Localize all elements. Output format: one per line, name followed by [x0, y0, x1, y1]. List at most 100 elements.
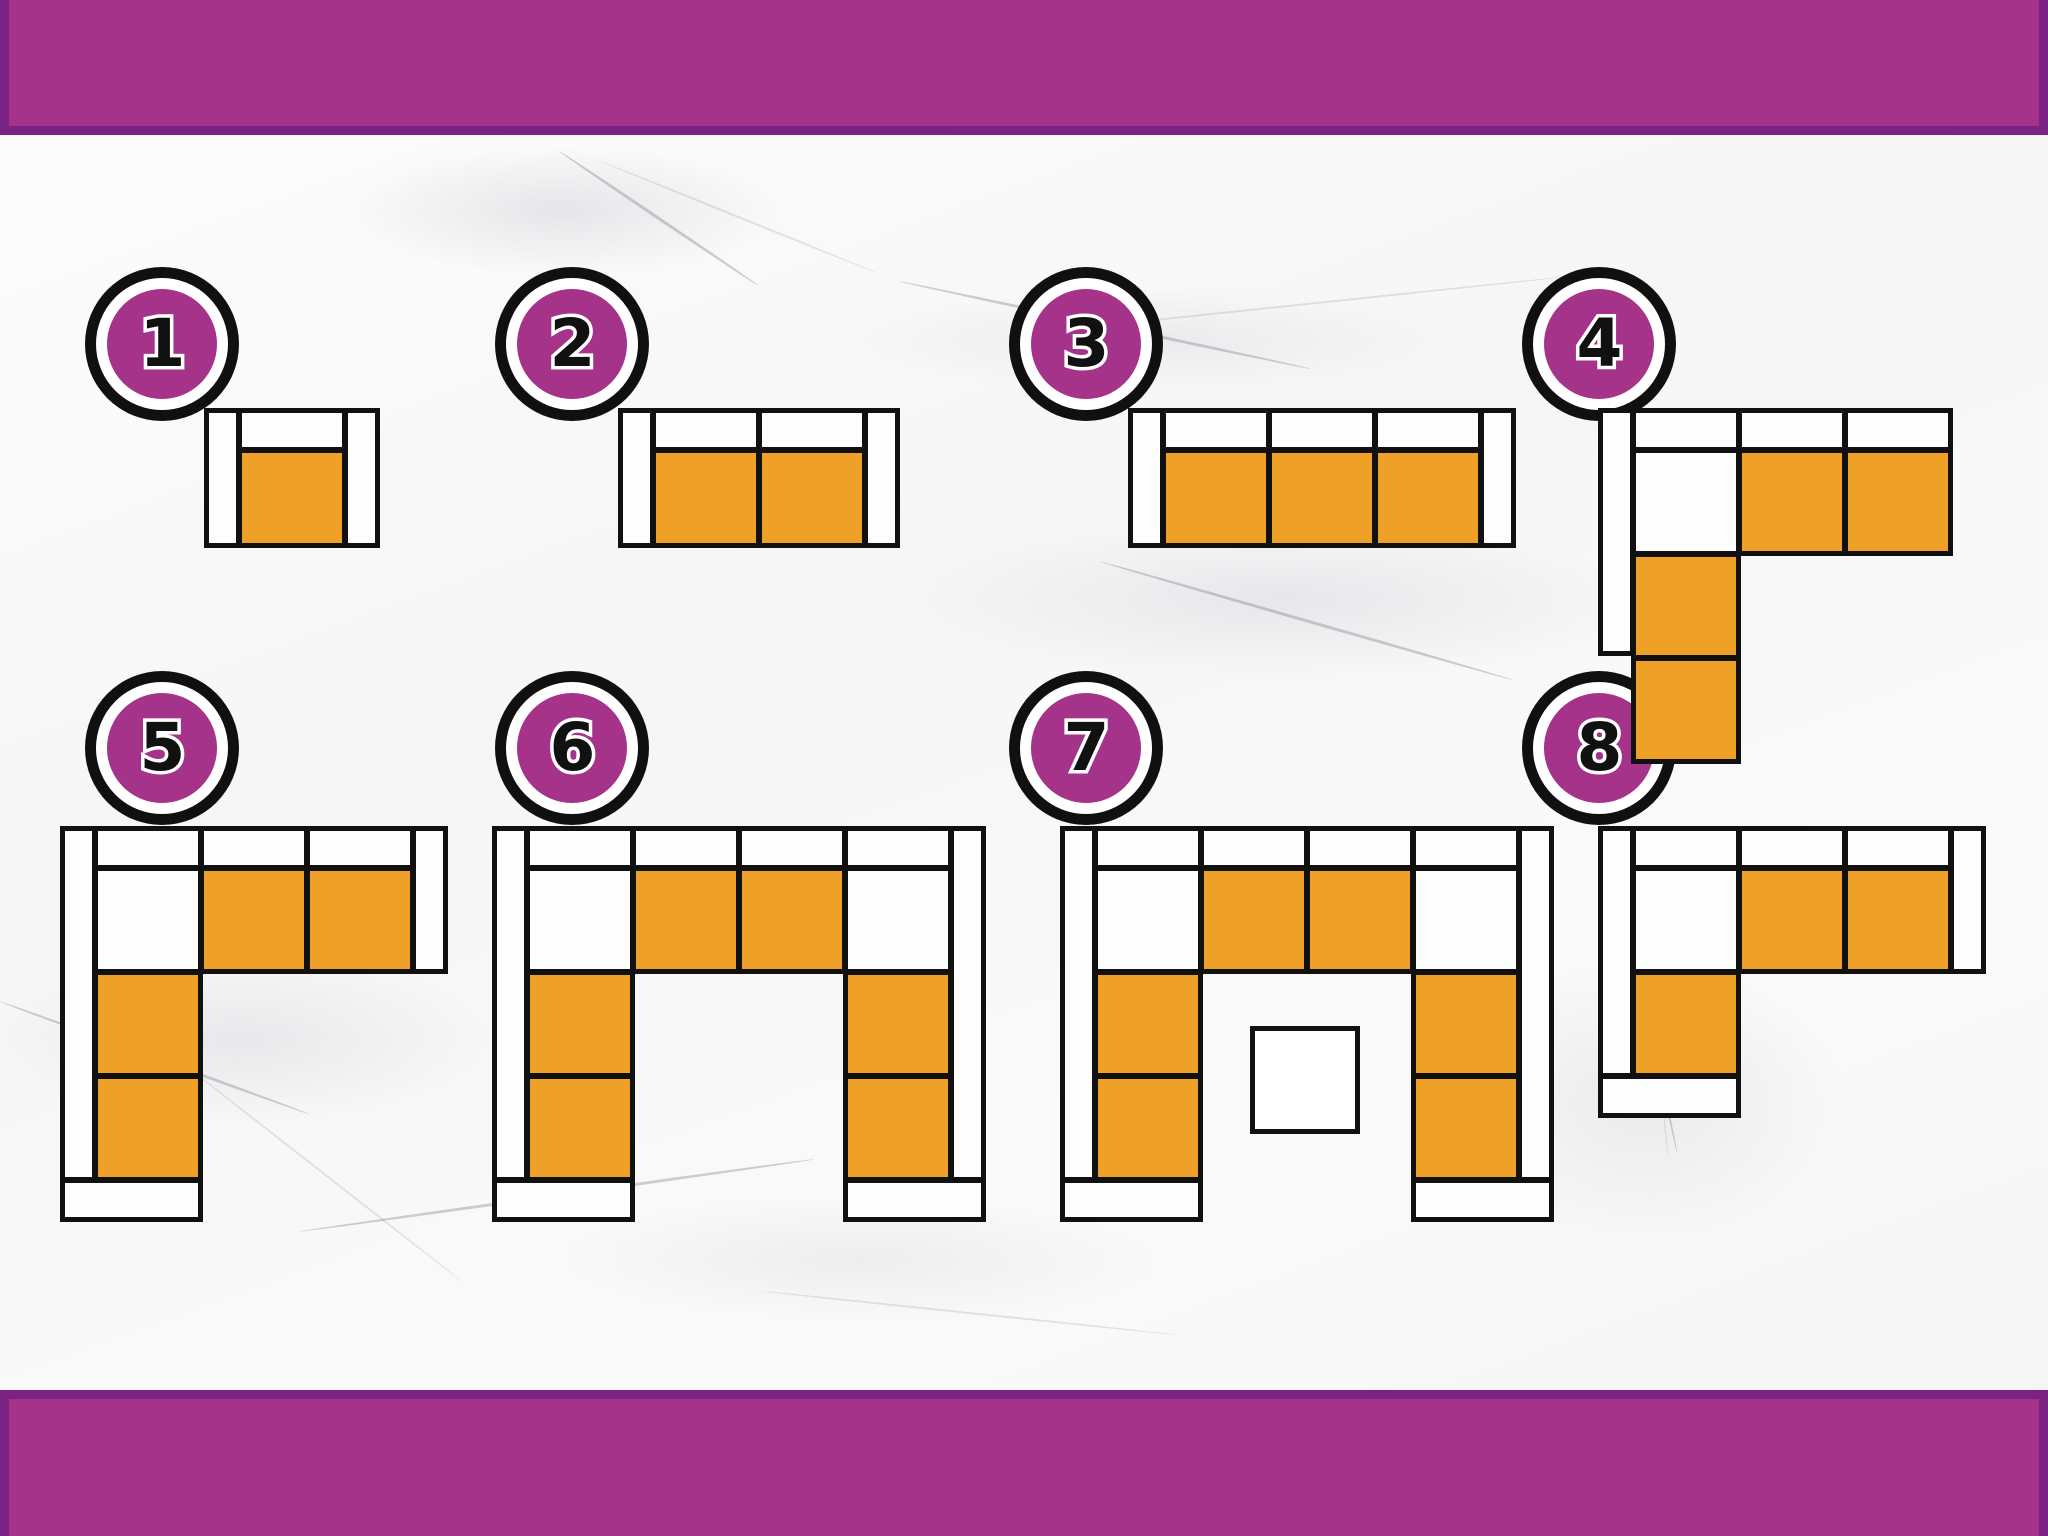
- badge-7[interactable]: 7: [1020, 682, 1152, 814]
- armrest-right: [1479, 408, 1516, 548]
- sofa-config-4[interactable]: [1598, 408, 2018, 768]
- seat-cushion-3: [93, 970, 203, 1078]
- backrest-1: [1161, 408, 1271, 452]
- armrest-left: [1060, 826, 1097, 1182]
- backrest-corner-left: [525, 826, 635, 870]
- backrest-corner: [93, 826, 203, 870]
- armrest-right: [1949, 826, 1986, 974]
- sofa-config-8[interactable]: [1598, 826, 2018, 1118]
- armrest-left: [492, 826, 529, 1182]
- backrest-1: [1199, 826, 1309, 870]
- backrest-2: [737, 826, 847, 870]
- seat-cushion-left-1: [1093, 970, 1203, 1078]
- armrest-bottom-left: [492, 1178, 635, 1222]
- backrest-1: [1737, 408, 1847, 452]
- armrest-left: [1128, 408, 1165, 548]
- badge-6[interactable]: 6: [506, 682, 638, 814]
- sofa-config-3[interactable]: [1128, 408, 1533, 548]
- badge-5[interactable]: 5: [96, 682, 228, 814]
- backrest-1: [199, 826, 309, 870]
- armrest-right: [343, 408, 380, 548]
- sofa-config-6[interactable]: [492, 826, 1012, 1226]
- center-table: [1250, 1026, 1360, 1134]
- seat-cushion-1: [651, 448, 761, 548]
- badge-label: 8: [1573, 709, 1626, 786]
- badge-label: 3: [1060, 305, 1113, 382]
- backrest-3: [1373, 408, 1483, 452]
- seat-cushion-3: [1631, 552, 1741, 660]
- seat-cushion-3: [1631, 970, 1741, 1078]
- backrest-corner-right: [843, 826, 953, 870]
- armrest-left: [204, 408, 241, 548]
- seat-cushion-1: [1161, 448, 1271, 548]
- corner-seat-left: [1093, 866, 1203, 974]
- seat-cushion-1: [1737, 448, 1847, 556]
- badge-3[interactable]: 3: [1020, 278, 1152, 410]
- seat-cushion-4: [93, 1074, 203, 1182]
- armrest-bottom: [60, 1178, 203, 1222]
- armrest-left: [618, 408, 655, 548]
- badge-label: 4: [1573, 305, 1626, 382]
- footer-bar: [0, 1390, 2048, 1536]
- badge-2[interactable]: 2: [506, 278, 638, 410]
- corner-seat: [1631, 448, 1741, 556]
- badge-1[interactable]: 1: [96, 278, 228, 410]
- seat-cushion-left-2: [1093, 1074, 1203, 1182]
- seat-cushion-back-1: [1199, 866, 1309, 974]
- seat-cushion-3: [1373, 448, 1483, 548]
- sofa-config-1[interactable]: [204, 408, 384, 548]
- backrest-corner: [1631, 826, 1741, 870]
- sofa-config-2[interactable]: [618, 408, 913, 548]
- marble-vein: [599, 160, 879, 275]
- armrest-right: [411, 826, 448, 974]
- backrest-2: [1305, 826, 1415, 870]
- badge-label: 6: [546, 709, 599, 786]
- armrest-right: [949, 826, 986, 1182]
- marble-vein: [1099, 560, 1514, 682]
- backrest-2: [1843, 408, 1953, 452]
- armrest-bottom-right: [843, 1178, 986, 1222]
- seat-cushion-1: [199, 866, 309, 974]
- badge-4[interactable]: 4: [1533, 278, 1665, 410]
- badge-label: 5: [136, 709, 189, 786]
- sofa-config-7[interactable]: [1060, 826, 1580, 1226]
- seat-cushion-2: [305, 866, 415, 974]
- armrest-right: [863, 408, 900, 548]
- seat-cushion-1: [237, 448, 347, 548]
- badge-label: 7: [1060, 709, 1113, 786]
- armrest-bottom-right: [1411, 1178, 1554, 1222]
- armrest-bottom: [1598, 1074, 1741, 1118]
- backrest-corner: [1631, 408, 1741, 452]
- backrest-corner-right: [1411, 826, 1521, 870]
- corner-seat-left: [525, 866, 635, 974]
- seat-cushion-right-2: [1411, 1074, 1521, 1182]
- marble-vein: [759, 1290, 1178, 1336]
- corner-seat-right: [1411, 866, 1521, 974]
- seat-cushion-left-1: [525, 970, 635, 1078]
- marble-vein: [558, 150, 759, 287]
- corner-seat: [93, 866, 203, 974]
- badge-label: 1: [136, 305, 189, 382]
- backrest-2: [1267, 408, 1377, 452]
- armrest-left: [1598, 408, 1635, 656]
- backrest-2: [305, 826, 415, 870]
- header-bar: [0, 0, 2048, 135]
- sofa-config-5[interactable]: [60, 826, 460, 1226]
- backrest-2: [757, 408, 867, 452]
- backrest-1: [651, 408, 761, 452]
- seat-cushion-4: [1631, 656, 1741, 764]
- badge-label: 2: [546, 305, 599, 382]
- seat-cushion-right-1: [843, 970, 953, 1078]
- corner-seat: [1631, 866, 1741, 974]
- seat-cushion-2: [1843, 866, 1953, 974]
- backrest-1: [631, 826, 741, 870]
- seat-cushion-back-2: [1305, 866, 1415, 974]
- armrest-left: [60, 826, 97, 1182]
- seat-cushion-left-2: [525, 1074, 635, 1182]
- backrest-2: [1843, 826, 1953, 870]
- backrest-corner-left: [1093, 826, 1203, 870]
- seat-cushion-1: [1737, 866, 1847, 974]
- seat-cushion-2: [1843, 448, 1953, 556]
- corner-seat-right: [843, 866, 953, 974]
- armrest-left: [1598, 826, 1635, 1078]
